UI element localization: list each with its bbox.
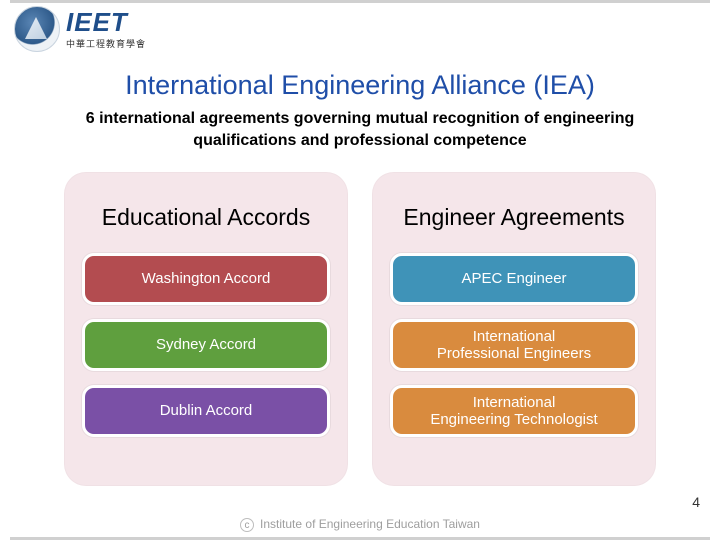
footer: c Institute of Engineering Education Taiw… xyxy=(0,517,720,532)
card-apec-engineer: APEC Engineer xyxy=(390,253,638,305)
panel-educational-accords: Educational Accords Washington Accord Sy… xyxy=(64,172,348,486)
page-title: International Engineering Alliance (IEA) xyxy=(0,70,720,101)
logo-subtext: 中華工程教育學會 xyxy=(66,37,146,50)
logo-text: IEET 中華工程教育學會 xyxy=(66,9,146,50)
page-subtitle: 6 international agreements governing mut… xyxy=(60,108,660,151)
diagram-columns: Educational Accords Washington Accord Sy… xyxy=(64,172,656,486)
frame-border-top xyxy=(10,0,710,3)
card-label: Washington Accord xyxy=(142,270,271,287)
card-intl-prof-engineers: InternationalProfessional Engineers xyxy=(390,319,638,371)
card-intl-eng-technologist: InternationalEngineering Technologist xyxy=(390,385,638,437)
footer-text: Institute of Engineering Education Taiwa… xyxy=(260,517,480,531)
card-label: InternationalEngineering Technologist xyxy=(430,394,597,429)
card-label: InternationalProfessional Engineers xyxy=(437,328,591,363)
copyright-icon: c xyxy=(240,518,254,532)
card-dublin-accord: Dublin Accord xyxy=(82,385,330,437)
card-washington-accord: Washington Accord xyxy=(82,253,330,305)
panel-title-right: Engineer Agreements xyxy=(390,204,638,231)
card-label: APEC Engineer xyxy=(461,270,566,287)
logo-badge-icon xyxy=(14,6,60,52)
card-label: Dublin Accord xyxy=(160,402,253,419)
panel-title-left: Educational Accords xyxy=(82,204,330,231)
card-label: Sydney Accord xyxy=(156,336,256,353)
org-logo: IEET 中華工程教育學會 xyxy=(14,6,146,52)
logo-acronym: IEET xyxy=(66,9,146,35)
panel-engineer-agreements: Engineer Agreements APEC Engineer Intern… xyxy=(372,172,656,486)
page-number: 4 xyxy=(692,494,700,510)
card-sydney-accord: Sydney Accord xyxy=(82,319,330,371)
